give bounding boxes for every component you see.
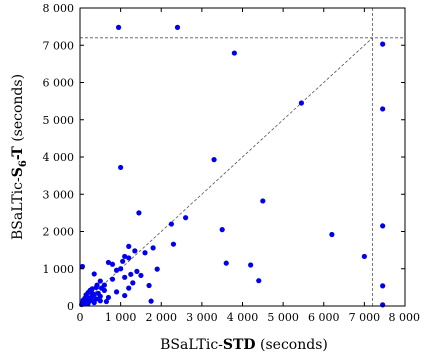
- x-tick-label: 1 000: [105, 311, 137, 324]
- data-point: [79, 263, 86, 270]
- data-point: [380, 302, 386, 308]
- data-point: [361, 253, 367, 260]
- data-point: [329, 231, 335, 238]
- x-tick-label: 6 000: [308, 311, 340, 324]
- x-tick-label: 0: [77, 311, 84, 324]
- data-point: [168, 221, 175, 227]
- y-axis-title-bold-2: -T: [10, 146, 26, 160]
- data-point: [118, 164, 124, 171]
- y-tick-label: 3 000: [43, 188, 75, 201]
- x-axis-title-prefix: BSaLTic-: [160, 337, 223, 353]
- data-point: [115, 24, 122, 30]
- x-tick-label: 5 000: [267, 311, 299, 324]
- data-point: [122, 292, 128, 299]
- data-point: [260, 198, 266, 204]
- x-tick-label: 3 000: [186, 311, 218, 324]
- data-point: [248, 262, 254, 268]
- x-tick-label: 8 000: [389, 311, 421, 324]
- y-tick-label: 1 000: [43, 263, 75, 276]
- data-point: [120, 258, 126, 264]
- data-point: [91, 300, 97, 306]
- y-tick-label: 0: [67, 300, 74, 313]
- data-point: [211, 157, 217, 163]
- data-point: [154, 266, 160, 272]
- data-point: [146, 282, 152, 289]
- y-tick-label: 6 000: [43, 77, 75, 90]
- data-point: [380, 283, 386, 289]
- y-tick-label: 8 000: [43, 2, 75, 15]
- data-point: [105, 259, 112, 266]
- data-point: [298, 100, 305, 106]
- data-point: [130, 280, 136, 286]
- data-point: [231, 50, 237, 56]
- data-point: [380, 106, 386, 112]
- data-point: [83, 293, 90, 299]
- y-axis-title-suffix: (seconds): [10, 74, 26, 146]
- x-axis-title: BSaLTic-STD (seconds): [160, 337, 328, 353]
- data-point: [113, 289, 120, 295]
- data-point: [256, 278, 262, 284]
- data-point: [380, 41, 386, 47]
- data-point: [126, 285, 132, 291]
- data-point: [150, 245, 156, 251]
- data-point: [142, 250, 148, 256]
- x-tick-label: 4 000: [227, 311, 259, 324]
- data-point: [380, 223, 386, 229]
- data-point: [174, 24, 181, 30]
- data-point: [97, 278, 103, 284]
- data-point: [122, 274, 128, 280]
- data-point: [98, 285, 105, 291]
- y-axis-title-subscript: 6: [18, 160, 29, 167]
- data-point: [136, 210, 142, 216]
- y-tick-label: 4 000: [43, 151, 75, 164]
- data-point: [109, 276, 116, 282]
- data-point: [85, 300, 91, 306]
- plot-area: [79, 7, 406, 308]
- data-point: [94, 282, 100, 288]
- data-point: [219, 227, 225, 233]
- y-tick-label: 7 000: [43, 39, 75, 52]
- y-axis-title-bold: S: [10, 167, 26, 177]
- data-point: [134, 268, 140, 274]
- data-point: [91, 271, 97, 277]
- data-point: [148, 298, 154, 304]
- y-axis-title-prefix: BSaLTic-: [10, 177, 26, 240]
- data-point: [223, 260, 229, 266]
- y-tick-label: 2 000: [43, 226, 75, 239]
- data-point: [97, 298, 103, 304]
- diagonal-line: [79, 37, 373, 307]
- data-point: [118, 266, 124, 272]
- data-point: [138, 272, 144, 279]
- data-point: [97, 293, 103, 299]
- data-point: [128, 271, 134, 277]
- x-axis-title-suffix: (seconds): [256, 337, 328, 353]
- data-point: [113, 267, 120, 273]
- x-tick-label: 7 000: [349, 311, 381, 324]
- y-axis-title: BSaLTic-S6-T (seconds): [10, 74, 29, 240]
- data-point: [170, 241, 177, 247]
- x-tick-label: 2 000: [146, 311, 178, 324]
- data-point: [126, 255, 132, 261]
- x-axis-title-bold: STD: [223, 337, 256, 353]
- data-point: [183, 215, 189, 221]
- data-point: [122, 253, 128, 260]
- data-point: [109, 261, 116, 267]
- data-point: [103, 298, 110, 305]
- axis-ticks: 0 1 000 2 000 3 000 4 000 5 000 6 000 7 000 8 00…: [43, 2, 421, 324]
- data-point: [105, 294, 112, 301]
- y-tick-label: 5 000: [43, 114, 75, 127]
- data-point: [88, 289, 94, 295]
- data-point: [126, 243, 132, 249]
- data-point: [132, 248, 138, 254]
